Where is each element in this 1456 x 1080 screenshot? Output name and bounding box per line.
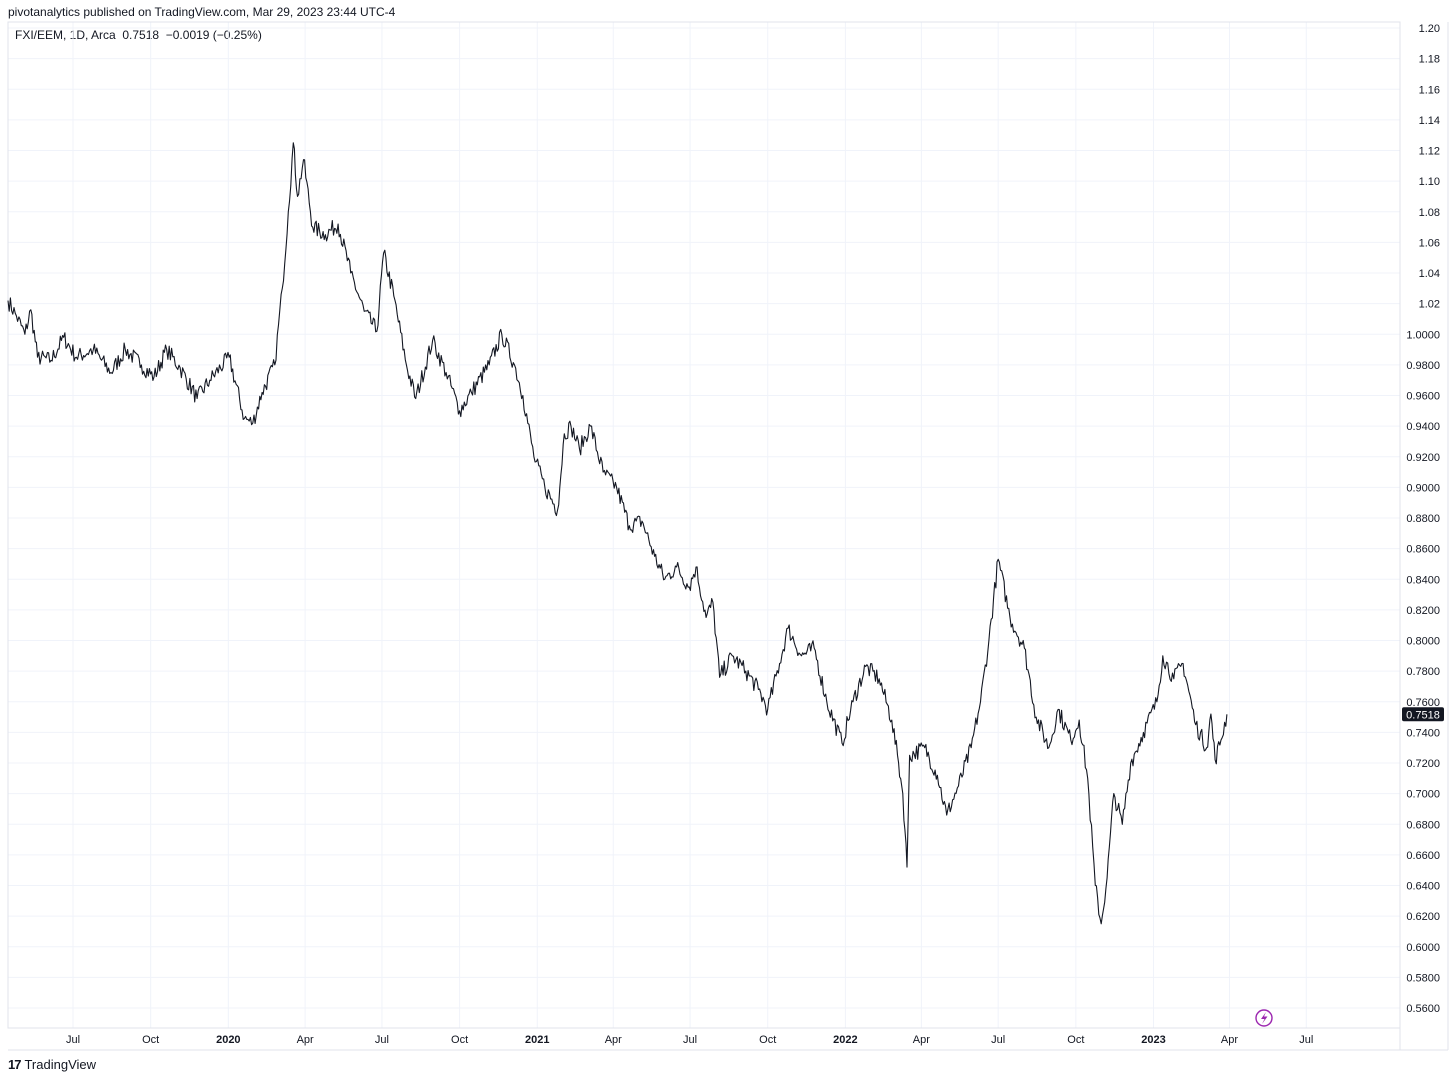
tradingview-brand[interactable]: 17 TradingView	[8, 1057, 96, 1072]
last-price-tag: 0.7518	[1402, 707, 1444, 722]
price-tick-label: 0.9200	[1406, 452, 1440, 464]
time-tick-label: Oct	[451, 1034, 468, 1046]
symbol-legend[interactable]: FXI/EEM, 1D, Arca 0.7518 −0.0019 (−0.25%…	[15, 28, 262, 42]
price-tick-label: 1.02	[1419, 299, 1440, 311]
price-tick-label: 0.7200	[1406, 758, 1440, 770]
time-tick-label: Apr	[913, 1034, 930, 1046]
price-tick-label: 0.8200	[1406, 605, 1440, 617]
time-tick-label: 2023	[1141, 1034, 1165, 1046]
time-tick-label: Apr	[297, 1034, 314, 1046]
price-tick-label: 0.8600	[1406, 544, 1440, 556]
price-tick-label: 0.8400	[1406, 574, 1440, 586]
series-line	[7, 142, 1228, 925]
price-tick-label: 1.12	[1419, 146, 1440, 158]
price-tick-label: 1.10	[1419, 176, 1440, 188]
price-tick-label: 1.04	[1419, 268, 1440, 280]
price-scale[interactable]: 1.20 1.18 1.16 1.14 1.12 1.10 1.08 1.06 1.04 1.02…	[1406, 23, 1440, 1015]
time-tick-label: Jul	[375, 1034, 389, 1046]
price-tick-label: 0.8000	[1406, 636, 1440, 648]
price-tick-label: 0.6800	[1406, 819, 1440, 831]
time-tick-label: Oct	[759, 1034, 776, 1046]
time-tick-label: Oct	[1067, 1034, 1084, 1046]
last-price: 0.7518	[122, 28, 160, 42]
price-tick-label: 0.9400	[1406, 421, 1440, 433]
brand-name: TradingView	[24, 1057, 97, 1072]
price-tick-label: 0.6600	[1406, 850, 1440, 862]
price-tick-label: 0.7000	[1406, 789, 1440, 801]
price-tick-label: 0.7600	[1406, 697, 1440, 709]
price-tick-label: 0.6000	[1406, 942, 1440, 954]
tradingview-logo-icon: 17	[8, 1057, 22, 1072]
time-tick-label: Jul	[991, 1034, 1005, 1046]
price-tick-label: 1.18	[1419, 54, 1440, 66]
time-tick-label: Jul	[683, 1034, 697, 1046]
price-tick-label: 0.8800	[1406, 513, 1440, 525]
price-tick-label: 1.06	[1419, 237, 1440, 249]
price-change: −0.0019 (−0.25%)	[165, 28, 262, 42]
plot-border	[7, 21, 1401, 1029]
price-tick-label: 1.08	[1419, 207, 1440, 219]
grid-lines	[8, 22, 1400, 1028]
price-tick-label: 0.5800	[1406, 972, 1440, 984]
publisher-caption: pivotanalytics published on TradingView.…	[8, 5, 396, 19]
price-tick-label: 0.9000	[1406, 482, 1440, 494]
time-tick-label: Apr	[605, 1034, 622, 1046]
time-tick-label: Apr	[1221, 1034, 1238, 1046]
last-price-tag-box	[1402, 707, 1444, 722]
symbol-label: FXI/EEM, 1D, Arca	[15, 28, 116, 42]
price-tick-label: 0.7800	[1406, 666, 1440, 678]
lightning-icon[interactable]	[1255, 1009, 1273, 1027]
price-tick-label: 1.14	[1419, 115, 1440, 127]
time-tick-label: 2022	[833, 1034, 857, 1046]
price-tick-label: 0.7400	[1406, 727, 1440, 739]
price-tick-label: 0.9600	[1406, 391, 1440, 403]
time-tick-label: Jul	[1299, 1034, 1313, 1046]
price-tick-label: 0.6200	[1406, 911, 1440, 923]
time-tick-label: Oct	[142, 1034, 159, 1046]
time-tick-label: 2021	[525, 1034, 549, 1046]
price-tick-label: 0.5600	[1406, 1003, 1440, 1015]
price-tick-label: 1.0000	[1406, 329, 1440, 341]
price-tick-label: 1.16	[1419, 84, 1440, 96]
price-tick-label: 0.9800	[1406, 360, 1440, 372]
price-tick-label: 1.20	[1419, 23, 1440, 35]
last-price-tag-label: 0.7518	[1406, 709, 1440, 721]
time-scale[interactable]: Jul Oct 2020 Apr Jul Oct 2021 Apr Jul Oct 2022 Apr J…	[66, 1034, 1313, 1046]
price-tick-label: 0.6400	[1406, 881, 1440, 893]
time-tick-label: Jul	[66, 1034, 80, 1046]
time-tick-label: 2020	[216, 1034, 240, 1046]
